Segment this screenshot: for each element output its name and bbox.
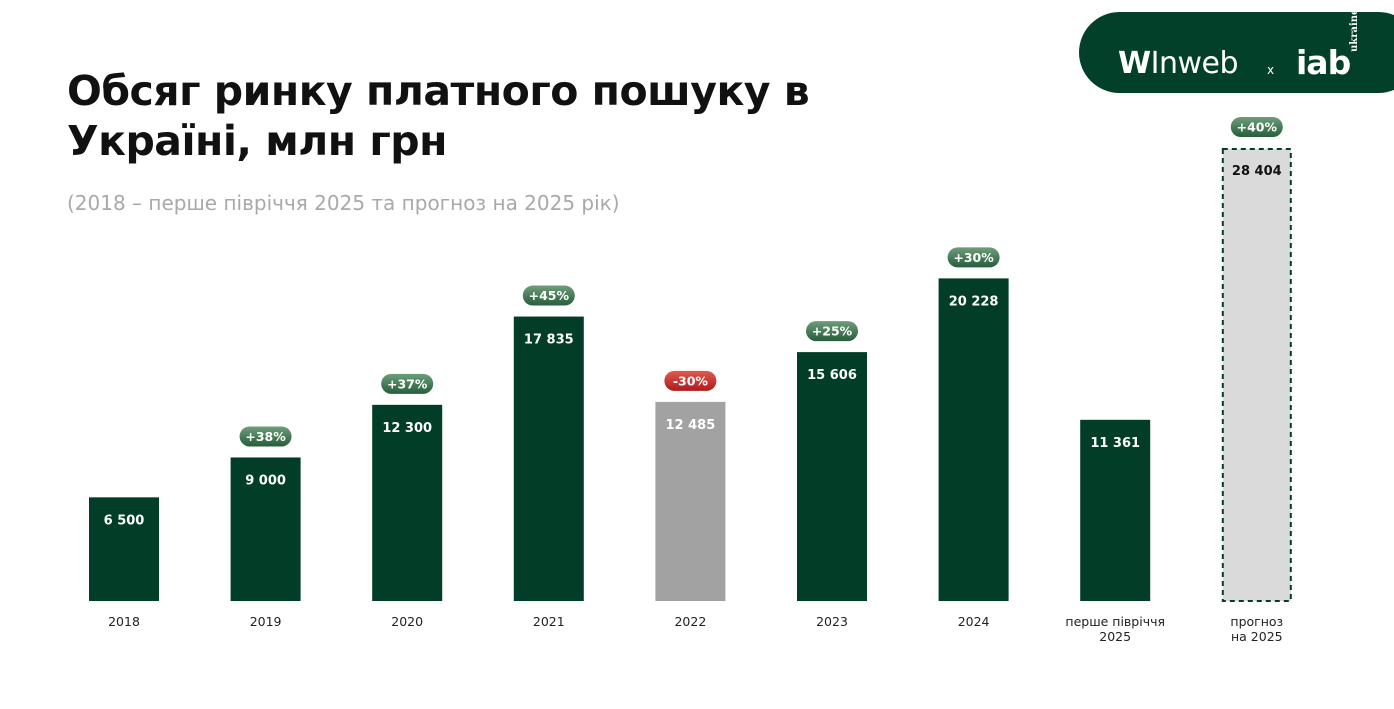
bar-value-label-1: 9 000 — [245, 473, 286, 488]
bar-6 — [938, 278, 1009, 601]
change-badge-label-8: +40% — [1237, 120, 1278, 135]
change-badge-label-3: +45% — [529, 288, 570, 303]
inweb-logo-text: Inweb — [1150, 46, 1239, 81]
logo-separator: x — [1267, 63, 1275, 77]
change-badge-1 — [239, 426, 292, 447]
change-badge-4 — [664, 370, 717, 391]
x-tick-label-6: 2024 — [958, 614, 990, 629]
bar-value-label-4: 12 485 — [666, 418, 716, 433]
bar-0 — [89, 497, 159, 601]
x-tick-label-7-line-0: перше півріччя — [1065, 614, 1165, 629]
bar-4 — [655, 401, 726, 601]
change-badge-label-1: +38% — [245, 429, 286, 444]
iab-logo: iab — [1296, 43, 1351, 82]
inweb-logo: WInweb — [1118, 44, 1239, 84]
change-badge-6 — [947, 247, 1000, 268]
inweb-w-mark-icon: W — [1118, 46, 1151, 81]
change-badge-3 — [522, 285, 575, 306]
change-badge-2 — [381, 373, 434, 394]
bar-1 — [230, 457, 301, 601]
x-tick-label-8-line-1: на 2025 — [1231, 629, 1283, 644]
x-tick-label-7-line-1: 2025 — [1099, 629, 1131, 644]
x-tick-label-5: 2023 — [816, 614, 848, 629]
bar-7 — [1080, 419, 1151, 601]
x-tick-label-0: 2018 — [108, 614, 140, 629]
bar-2 — [372, 404, 443, 601]
change-badge-label-5: +25% — [812, 324, 853, 339]
change-badge-label-2: +37% — [387, 376, 428, 391]
change-badge-label-6: +30% — [953, 250, 994, 265]
bar-value-label-8: 28 404 — [1232, 164, 1282, 179]
page-title: Обсяг ринку платного пошуку в Україні, м… — [67, 67, 810, 165]
bar-value-label-0: 6 500 — [104, 513, 145, 528]
bar-value-label-7: 11 361 — [1090, 436, 1140, 451]
brand-logo-pill — [1079, 12, 1394, 93]
x-tick-label-3: 2021 — [533, 614, 565, 629]
bar-value-label-6: 20 228 — [949, 294, 999, 309]
bar-8 — [1221, 148, 1292, 602]
x-tick-label-4: 2022 — [674, 614, 706, 629]
bar-value-label-5: 15 606 — [807, 368, 857, 383]
change-badge-label-4: -30% — [673, 373, 709, 388]
bar-value-label-2: 12 300 — [382, 421, 432, 436]
x-tick-label-2: 2020 — [391, 614, 423, 629]
change-badge-5 — [806, 321, 858, 342]
x-tick-label-8-line-0: прогноз — [1230, 614, 1283, 629]
change-badge-8 — [1230, 117, 1283, 137]
bar-value-label-3: 17 835 — [524, 333, 574, 348]
bar-5 — [797, 352, 867, 601]
bar-3 — [513, 316, 584, 601]
chart-subtitle: (2018 – перше півріччя 2025 та прогноз н… — [67, 191, 620, 215]
x-tick-label-1: 2019 — [250, 614, 282, 629]
